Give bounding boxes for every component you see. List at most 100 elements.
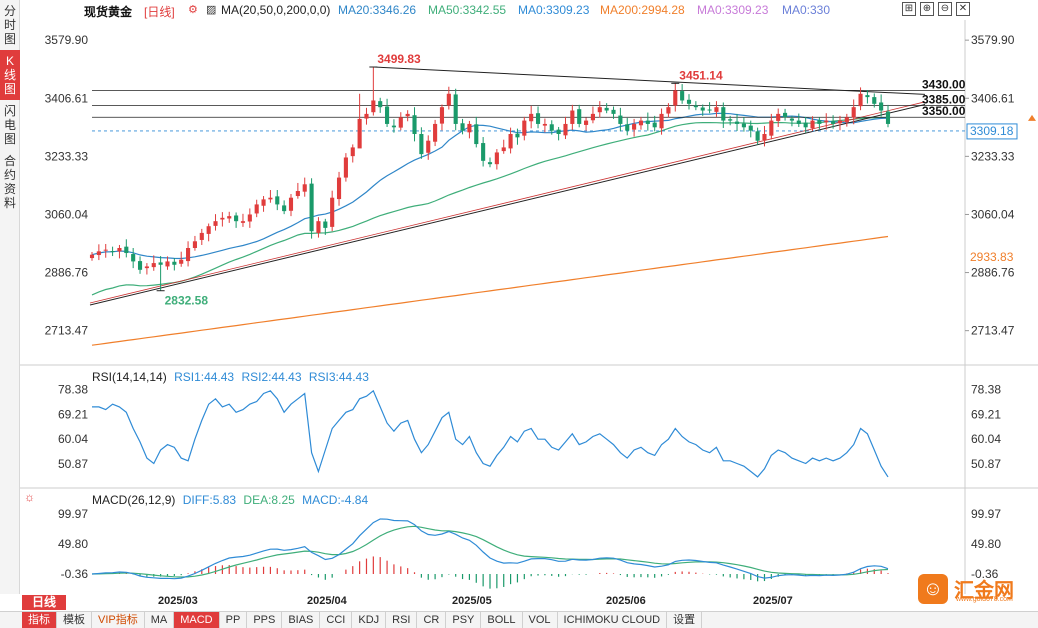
candle-body	[535, 113, 541, 124]
candle-body	[700, 107, 705, 111]
high-price-label: 3499.83	[377, 52, 421, 66]
toolbar-boll-button[interactable]: BOLL	[481, 612, 523, 628]
candle-body	[213, 221, 218, 226]
candle-body	[714, 107, 719, 112]
candle-body	[803, 122, 808, 128]
toolbar-settings-button[interactable]: 设置	[667, 612, 703, 628]
candle-body	[192, 241, 197, 248]
period-label[interactable]: [日线]	[144, 5, 175, 19]
rsi1-value: RSI1:44.43	[174, 370, 235, 384]
last-price-label: 3309.18	[970, 124, 1014, 138]
toolbar-vip-indicator-button[interactable]: VIP指标	[92, 612, 145, 628]
rsi-header: RSI(14,14,14) RSI1:44.43 RSI2:44.43 RSI3…	[92, 370, 369, 384]
x-date-label: 2025/06	[606, 595, 646, 607]
toolbar-cr-button[interactable]: CR	[417, 612, 447, 628]
candle-body	[117, 248, 122, 252]
rsi-tick-label-right: 60.04	[971, 432, 1001, 446]
x-date-label: 2025/07	[753, 595, 793, 607]
candle-body	[817, 120, 822, 124]
toolbar-vol-button[interactable]: VOL	[523, 612, 558, 628]
candle-body	[282, 205, 287, 212]
candle-body	[494, 152, 499, 165]
site-logo: ☺ 汇金网 www.gold678.com	[918, 572, 1028, 606]
ma-label: MA(20,50,0,200,0,0)	[221, 3, 331, 17]
candle-body	[103, 249, 108, 251]
dea-value: DEA:8.25	[243, 493, 295, 507]
rsi-tick-label-right: 50.87	[971, 457, 1001, 471]
ma20-value: MA20:3346.26	[338, 3, 417, 17]
candle-body	[741, 123, 746, 128]
candle-body	[632, 123, 637, 130]
tab-timeshare[interactable]: 分时图	[3, 4, 16, 46]
trendline-support	[89, 104, 926, 306]
candle-body	[405, 113, 410, 117]
rsi-tick-label-left: 78.38	[58, 383, 88, 397]
candle-body	[673, 90, 678, 106]
candle-body	[316, 221, 321, 233]
close-icon[interactable]: ✕	[956, 2, 970, 16]
toolbar-macd-button[interactable]: MACD	[174, 612, 220, 628]
toolbar-rsi-button[interactable]: RSI	[386, 612, 418, 628]
toolbar-kdj-button[interactable]: KDJ	[352, 612, 387, 628]
candle-body	[385, 106, 390, 124]
candle-body	[295, 191, 300, 197]
zoom-out-icon[interactable]: ⊖	[938, 2, 952, 16]
macd-settings-icon[interactable]: ☼	[24, 490, 35, 504]
ma200-line	[91, 235, 889, 346]
candle-body	[151, 263, 156, 268]
candle-body	[652, 122, 657, 128]
candle-body	[549, 124, 554, 131]
expand-icon[interactable]: ⊞	[902, 2, 916, 16]
tab-flash[interactable]: 闪电图	[3, 104, 16, 146]
candle-body	[158, 262, 163, 265]
candle-body	[638, 120, 644, 126]
candle-body	[577, 109, 582, 124]
candle-body	[330, 197, 335, 227]
candle-body	[810, 120, 815, 129]
toolbar-pp-button[interactable]: PP	[220, 612, 248, 628]
candle-body	[769, 120, 774, 136]
candle-body	[776, 113, 781, 121]
indicator-icon[interactable]: ▨	[206, 4, 217, 16]
ma50-line	[91, 116, 888, 296]
diff-line	[91, 518, 889, 580]
candle-body	[110, 251, 115, 253]
candle-body	[240, 221, 246, 223]
toolbar-bias-button[interactable]: BIAS	[282, 612, 321, 628]
low-price-label: 2832.58	[165, 294, 209, 308]
candle-body	[220, 217, 225, 220]
tab-contract-info[interactable]: 合约资料	[3, 154, 16, 210]
candle-body	[179, 259, 184, 264]
diff-value: DIFF:5.83	[182, 493, 237, 507]
candle-body	[879, 102, 884, 111]
settings-icon[interactable]: ⚙	[188, 4, 198, 16]
toolbar-ichimoku-cloud-button[interactable]: ICHIMOKU CLOUD	[558, 612, 668, 628]
zoom-in-icon[interactable]: ⊕	[920, 2, 934, 16]
toolbar-ma-button[interactable]: MA	[145, 612, 175, 628]
ma200-value: MA200:2994.28	[600, 3, 685, 17]
candle-body	[645, 120, 650, 124]
x-date-label: 2025/03	[158, 595, 198, 607]
ma50-value: MA50:3342.55	[428, 3, 507, 17]
period-button[interactable]: 日线	[22, 595, 66, 610]
candle-body	[433, 123, 438, 142]
candle-body	[446, 93, 451, 106]
candle-body	[796, 120, 801, 124]
candle-body	[748, 125, 753, 131]
candle-body	[556, 129, 561, 134]
candle-body	[693, 105, 698, 108]
toolbar-cci-button[interactable]: CCI	[320, 612, 353, 628]
level-3385-label: 3385.00	[922, 93, 966, 107]
candle-body	[721, 107, 726, 121]
y-tick-label-right: 3406.61	[971, 91, 1015, 105]
toolbar-indicator-button[interactable]: 指标	[22, 612, 57, 628]
candle-body	[824, 120, 829, 123]
toolbar-psy-button[interactable]: PSY	[446, 612, 482, 628]
logo-url: www.gold678.com	[956, 596, 1013, 603]
toolbar-pps-button[interactable]: PPS	[247, 612, 283, 628]
toolbar-template-button[interactable]: 模板	[57, 612, 92, 628]
ma0-value-a: MA0:3309.23	[518, 3, 590, 17]
candle-body	[364, 113, 369, 119]
